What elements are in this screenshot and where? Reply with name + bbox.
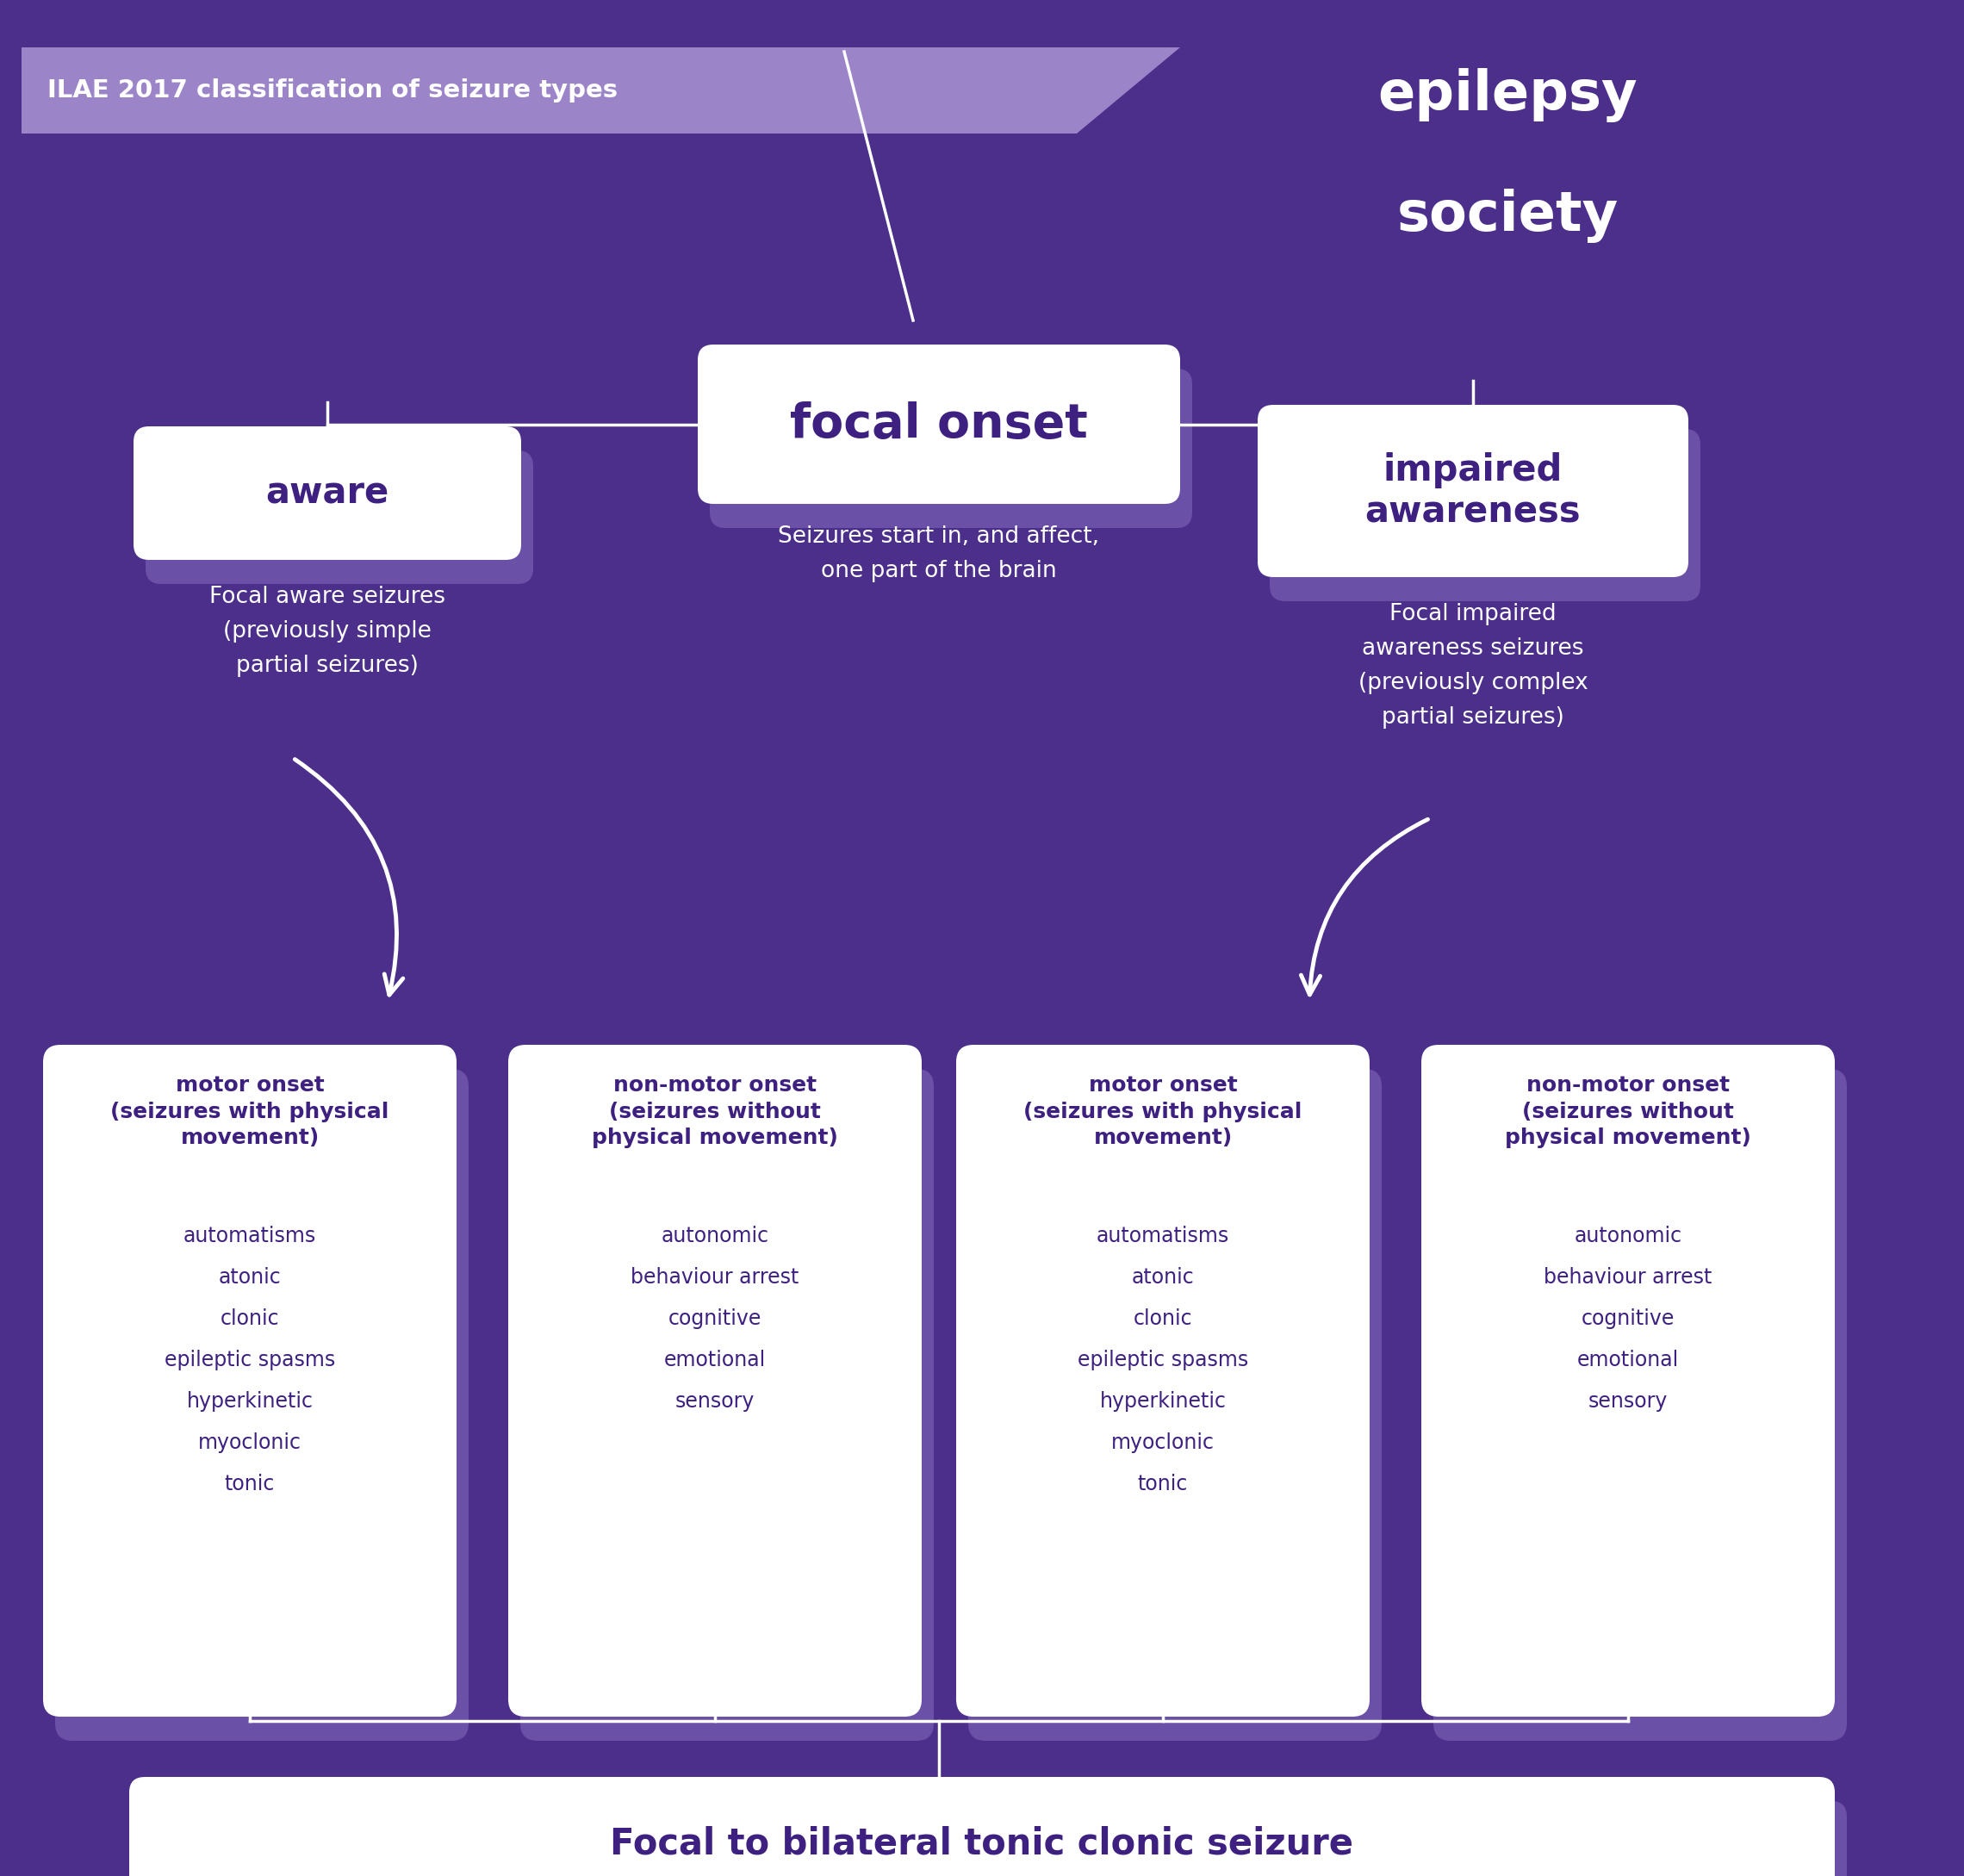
FancyBboxPatch shape: [1422, 1045, 1834, 1717]
Text: impaired
awareness: impaired awareness: [1365, 452, 1581, 531]
Text: Focal to bilateral tonic clonic seizure: Focal to bilateral tonic clonic seizure: [611, 1825, 1353, 1861]
FancyBboxPatch shape: [145, 450, 532, 583]
FancyBboxPatch shape: [709, 370, 1192, 527]
FancyBboxPatch shape: [1269, 430, 1701, 600]
Text: autonomic

behaviour arrest

cognitive

emotional

sensory: autonomic behaviour arrest cognitive emo…: [630, 1225, 799, 1413]
FancyBboxPatch shape: [1434, 1069, 1846, 1741]
FancyBboxPatch shape: [43, 1045, 456, 1717]
Text: ILAE 2017 classification of seizure types: ILAE 2017 classification of seizure type…: [47, 79, 619, 103]
Text: non-motor onset
(seizures without
physical movement): non-motor onset (seizures without physic…: [1504, 1075, 1752, 1148]
FancyBboxPatch shape: [141, 1801, 1846, 1876]
Text: society: society: [1396, 188, 1618, 242]
FancyBboxPatch shape: [134, 426, 520, 559]
Text: Focal aware seizures
(previously simple
partial seizures): Focal aware seizures (previously simple …: [210, 585, 446, 677]
Text: autonomic

behaviour arrest

cognitive

emotional

sensory: autonomic behaviour arrest cognitive emo…: [1544, 1225, 1713, 1413]
Text: motor onset
(seizures with physical
movement): motor onset (seizures with physical move…: [110, 1075, 389, 1148]
FancyBboxPatch shape: [697, 345, 1180, 505]
Text: non-motor onset
(seizures without
physical movement): non-motor onset (seizures without physic…: [591, 1075, 839, 1148]
FancyBboxPatch shape: [509, 1045, 921, 1717]
FancyBboxPatch shape: [956, 1045, 1369, 1717]
Text: Seizures start in, and affect,
one part of the brain: Seizures start in, and affect, one part …: [778, 525, 1100, 582]
Text: aware: aware: [265, 475, 389, 510]
Polygon shape: [22, 47, 1180, 133]
Text: epilepsy: epilepsy: [1377, 68, 1638, 122]
FancyBboxPatch shape: [520, 1069, 933, 1741]
FancyBboxPatch shape: [1257, 405, 1689, 578]
Text: automatisms

atonic

clonic

epileptic spasms

hyperkinetic

myoclonic

tonic: automatisms atonic clonic epileptic spas…: [1078, 1225, 1249, 1495]
Text: motor onset
(seizures with physical
movement): motor onset (seizures with physical move…: [1023, 1075, 1302, 1148]
Text: focal onset: focal onset: [790, 401, 1088, 448]
FancyBboxPatch shape: [130, 1777, 1834, 1876]
Text: Focal impaired
awareness seizures
(previously complex
partial seizures): Focal impaired awareness seizures (previ…: [1359, 602, 1587, 728]
FancyBboxPatch shape: [968, 1069, 1383, 1741]
FancyBboxPatch shape: [55, 1069, 469, 1741]
Text: automatisms

atonic

clonic

epileptic spasms

hyperkinetic

myoclonic

tonic: automatisms atonic clonic epileptic spas…: [165, 1225, 336, 1495]
